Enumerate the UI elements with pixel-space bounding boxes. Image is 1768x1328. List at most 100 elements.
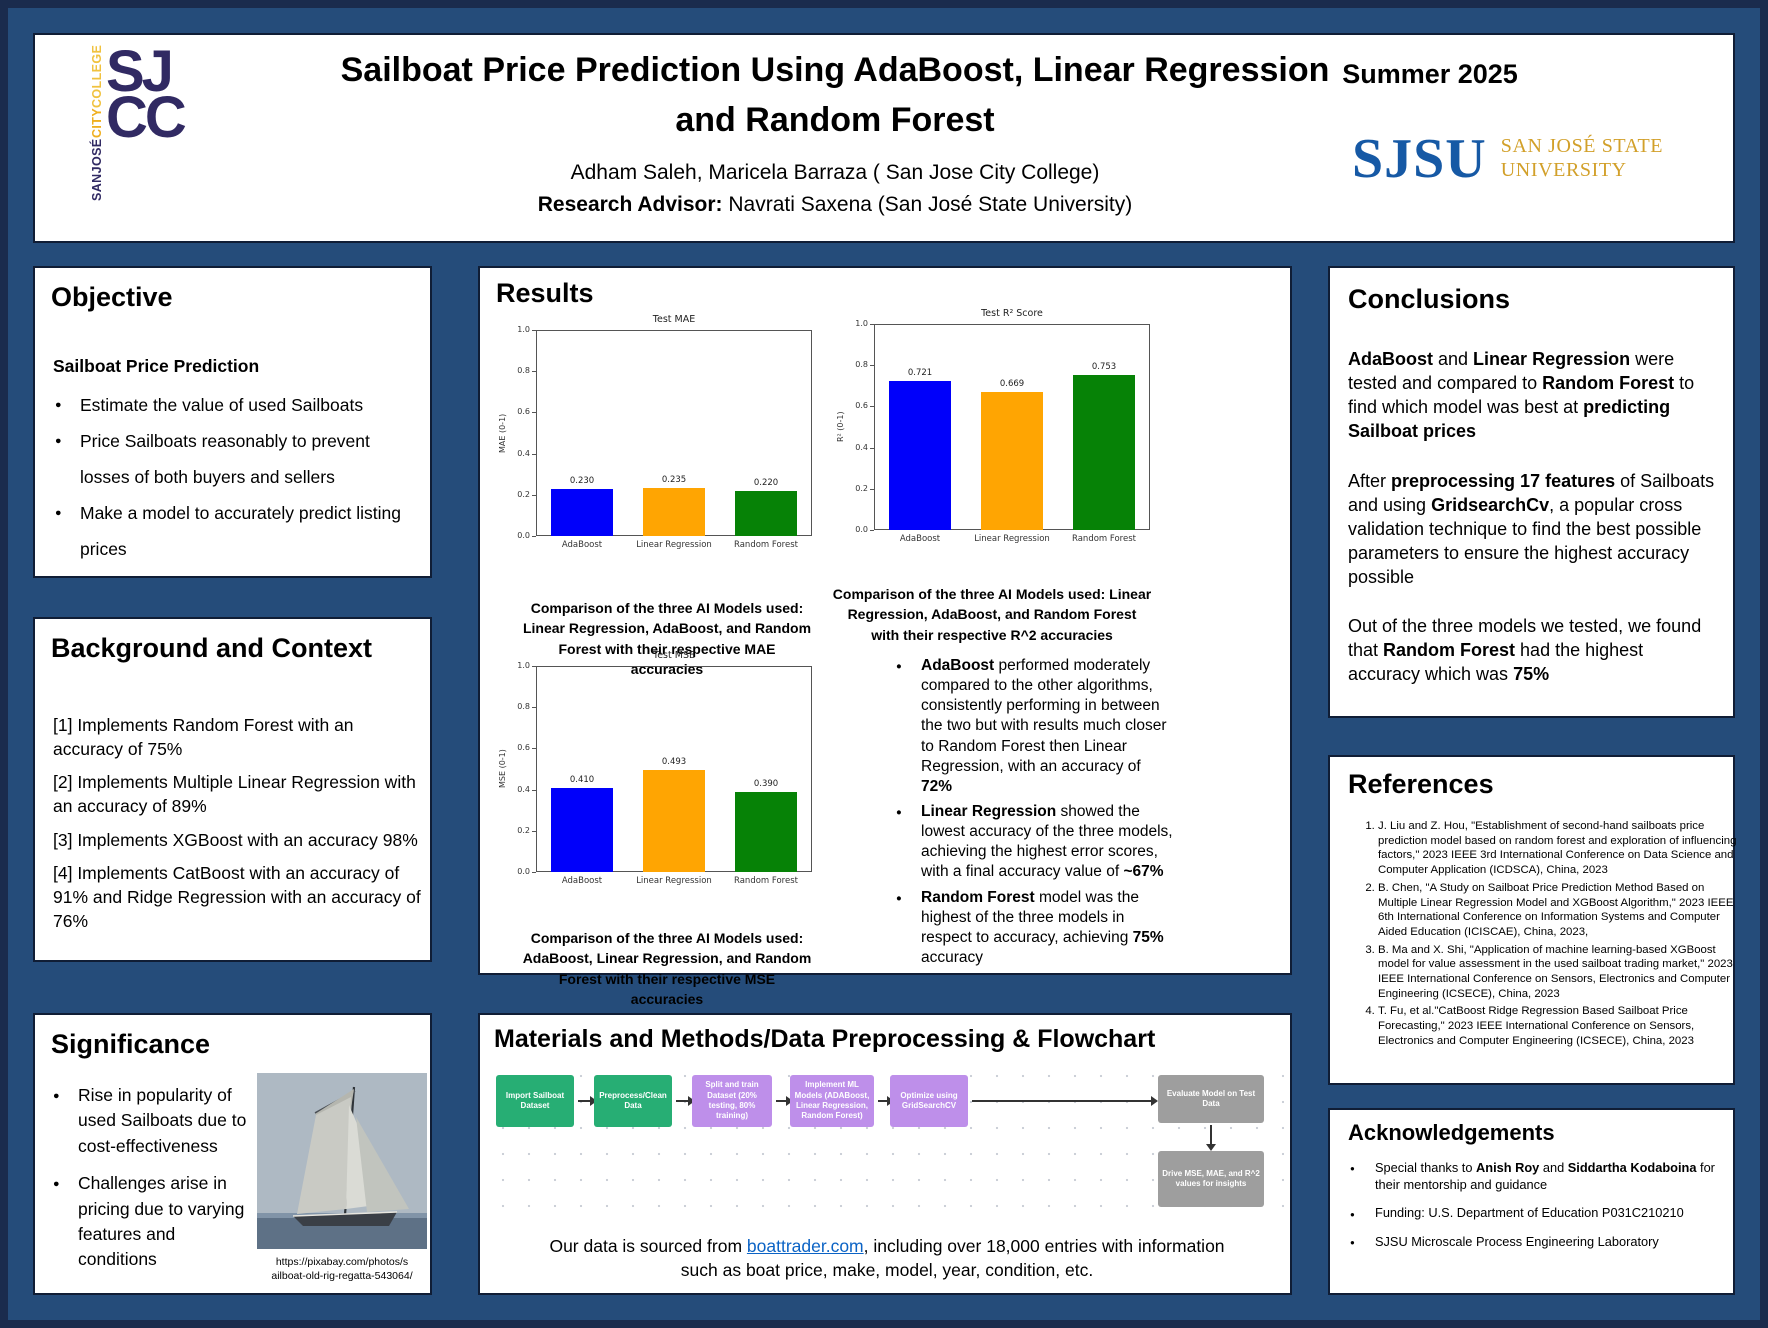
list-item: AdaBoost performed moderately compared t… [894, 656, 1176, 797]
background-item: [3] Implements XGBoost with an accuracy … [53, 829, 418, 850]
conclusion-paragraph: Out of the three models we tested, we fo… [1348, 615, 1720, 687]
objective-title: Objective [51, 282, 173, 312]
data-source-text: Our data is sourced from boattrader.com,… [540, 1235, 1234, 1282]
list-item: Price Sailboats reasonably to prevent lo… [53, 424, 419, 496]
flow-step-label: Optimize using GridSearchCV [900, 1090, 958, 1110]
y-tick-mark [532, 666, 536, 667]
y-axis-label: MAE (0-1) [498, 413, 507, 453]
y-tick-label: 0.8 [855, 360, 868, 370]
background-item: [4] Implements CatBoost with an accuracy… [53, 862, 421, 931]
chart-title: Test MAE [652, 314, 696, 325]
text: performed moderately compared to the oth… [921, 657, 1167, 775]
bold-text: Research Advisor: [537, 193, 723, 216]
conclusion-paragraph: AdaBoost and Linear Regression were test… [1348, 348, 1720, 444]
flow-step-label: Preprocess/Clean Data [599, 1090, 667, 1110]
x-tick-label: AdaBoost [561, 540, 603, 550]
y-tick-mark [532, 330, 536, 331]
header-panel: SANJOSÉ CITY COLLEGE SJ CC Sailboat Price … [33, 33, 1735, 243]
y-tick-mark [870, 488, 874, 490]
mae-chart: Test MAE MAE (0-1) 0.0 0.2 0.4 0.6 0.8 1.0 0.230… [494, 314, 824, 582]
sjsu-line2: UNIVERSITY [1500, 159, 1627, 181]
flow-step-optimize: Optimize using GridSearchCV [890, 1075, 968, 1127]
bar [643, 487, 705, 536]
reference-item: J. Liu and Z. Hou, "Establishment of sec… [1378, 819, 1740, 878]
flow-step-split-train: Split and train Dataset (20% testing, 80… [692, 1075, 772, 1127]
bold-text: Random Forest [1383, 640, 1516, 661]
y-tick-label: 0.6 [855, 401, 868, 411]
y-tick-mark [532, 494, 536, 496]
photo-caption-line2: ailboat-old-rig-regatta-543064/ [271, 1270, 413, 1283]
y-tick-mark [870, 447, 874, 449]
r2-chart-caption: Comparison of the three AI Models used: … [832, 586, 1152, 643]
background-items: [1] Implements Random Forest with an acc… [53, 713, 421, 933]
bold-text: Anish Roy [1476, 1160, 1540, 1175]
text: After [1348, 470, 1392, 491]
y-tick-label: 0.2 [517, 825, 530, 835]
bold-text: GridsearchCv [1431, 494, 1550, 515]
y-axis-label: MSE (0-1) [498, 749, 507, 789]
list-item: Rise in popularity of used Sailboats due… [51, 1083, 251, 1159]
background-item: [1] Implements Random Forest with an acc… [53, 715, 354, 760]
flow-arrow-down [1206, 1125, 1216, 1151]
acknowledgements-title: Acknowledgements [1348, 1120, 1555, 1145]
text: accuracy [921, 948, 984, 966]
list-item: Make a model to accurately predict listi… [53, 496, 419, 568]
sjcc-logo: SANJOSÉ CITY COLLEGE SJ CC [90, 42, 187, 201]
y-tick-label: 1.0 [855, 319, 868, 328]
sjcc-logo-letters: SJ CC [106, 42, 187, 147]
y-tick-mark [532, 536, 536, 537]
flow-step-derive-values: Drive MSE, MAE, and R^2 values for insig… [1158, 1151, 1264, 1207]
text: for their mentorship and guidance [1375, 1160, 1715, 1192]
text: , including over 18,000 entries with inf… [680, 1236, 1225, 1280]
significance-panel: Significance Rise in popularity of used … [33, 1013, 432, 1295]
flow-arrow [676, 1096, 695, 1106]
bar-value-label: 0.390 [753, 778, 779, 789]
bold-text: 72% [921, 777, 953, 795]
chart-title: Test R² Score [981, 308, 1043, 319]
chart-title: Test MSE [653, 650, 695, 661]
x-tick-label: Linear Regression [636, 876, 712, 886]
bar-value-label: 0.230 [569, 475, 595, 486]
results-title: Results [496, 278, 594, 308]
bar [551, 488, 613, 536]
flow-step-label: Implement ML Models (ADABoost, Linear Re… [794, 1080, 870, 1121]
bar [551, 787, 613, 872]
research-advisor: Research Advisor: Navrati Saxena (San Jo… [335, 193, 1335, 217]
text: SJSU Microscale Process Engineering Labo… [1375, 1233, 1659, 1249]
flow-arrow [878, 1096, 894, 1106]
text: Special thanks to [1375, 1160, 1477, 1175]
y-tick-mark [532, 748, 536, 750]
results-bullets: AdaBoost performed moderately compared t… [894, 656, 1176, 973]
photo-caption: https://pixabay.com/photos/s ailboat-old… [257, 1255, 427, 1283]
references-panel: References J. Liu and Z. Hou, "Establish… [1328, 755, 1736, 1085]
term-label: Summer 2025 [1342, 59, 1518, 89]
bold-text: Linear Regression [921, 802, 1057, 820]
y-axis-label: R² (0-1) [836, 411, 845, 443]
y-tick-mark [532, 707, 536, 709]
acknowledgements-list: Special thanks to Anish Roy and Siddarth… [1348, 1160, 1720, 1263]
flowchart: Import Sailboat Dataset Preprocess/Clean… [490, 1063, 1284, 1225]
background-panel: Background and Context [1] Implements Ra… [33, 617, 432, 962]
r2-chart: Test R² Score R² (0-1) 0.0 0.2 0.4 0.6 0.8 1.0 0… [832, 308, 1162, 576]
list-item: Estimate the value of used Sailboats [53, 388, 419, 424]
authors: Adham Saleh, Maricela Barraza ( San Jose… [570, 161, 1100, 184]
bar-value-label: 0.493 [661, 757, 687, 768]
boattrader-link[interactable]: boattrader.com [746, 1236, 864, 1256]
bar-value-label: 0.669 [999, 379, 1025, 390]
text: Navrati Saxena (San José State Universit… [722, 193, 1133, 216]
references-list: J. Liu and Z. Hou, "Establishment of sec… [1354, 819, 1740, 1052]
y-tick-mark [532, 453, 536, 455]
sjcc-city: CITY [90, 108, 104, 139]
bold-text: AdaBoost [1348, 349, 1433, 369]
significance-list: Rise in popularity of used Sailboats due… [51, 1083, 251, 1273]
results-panel: Results Test MAE MAE (0-1) 0.0 0.2 0.4 0.6 0.8… [478, 266, 1292, 1007]
flow-step-implement-models: Implement ML Models (ADABoost, Linear Re… [790, 1075, 874, 1127]
background-title: Background and Context [51, 633, 373, 663]
list-item: Challenges arise in pricing due to varyi… [51, 1171, 251, 1273]
text: showed the lowest accuracy of the three … [921, 802, 1173, 881]
text: of Sailboats and using [1348, 470, 1715, 515]
bar-value-label: 0.410 [569, 774, 595, 785]
background-item: [2] Implements Multiple Linear Regressio… [53, 772, 416, 817]
text: Out of the three models we tested, we fo… [1348, 616, 1702, 661]
